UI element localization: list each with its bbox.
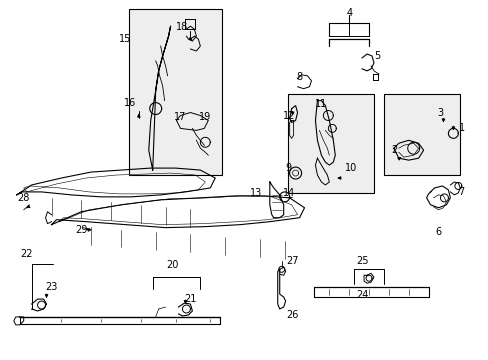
Text: 21: 21: [184, 294, 196, 304]
Text: 24: 24: [355, 290, 367, 300]
Text: 12: 12: [282, 112, 294, 121]
Text: 9: 9: [285, 163, 291, 173]
Text: 6: 6: [434, 226, 441, 237]
Text: 10: 10: [345, 163, 357, 173]
Text: 7: 7: [457, 187, 464, 197]
Text: 4: 4: [346, 8, 351, 18]
Text: 18: 18: [176, 22, 188, 32]
Text: 3: 3: [437, 108, 443, 117]
Text: 28: 28: [18, 193, 30, 203]
Text: 19: 19: [199, 112, 211, 122]
Text: 13: 13: [249, 188, 262, 198]
Text: 23: 23: [45, 282, 58, 292]
Text: 11: 11: [315, 99, 327, 109]
Text: 1: 1: [458, 123, 465, 134]
Bar: [129, 9, 222, 175]
Text: 8: 8: [296, 72, 302, 82]
Text: 2: 2: [391, 145, 397, 155]
Text: 26: 26: [286, 310, 298, 320]
Text: 15: 15: [119, 34, 131, 44]
Text: 20: 20: [166, 260, 179, 270]
Bar: [383, 94, 459, 175]
Text: 5: 5: [373, 51, 379, 61]
Text: 25: 25: [355, 256, 367, 266]
Text: 17: 17: [174, 112, 186, 122]
Text: 16: 16: [123, 98, 136, 108]
Text: 29: 29: [75, 225, 87, 235]
Bar: [287, 94, 373, 193]
Text: 27: 27: [286, 256, 298, 266]
Text: 14: 14: [282, 188, 294, 198]
Text: 22: 22: [20, 249, 33, 260]
